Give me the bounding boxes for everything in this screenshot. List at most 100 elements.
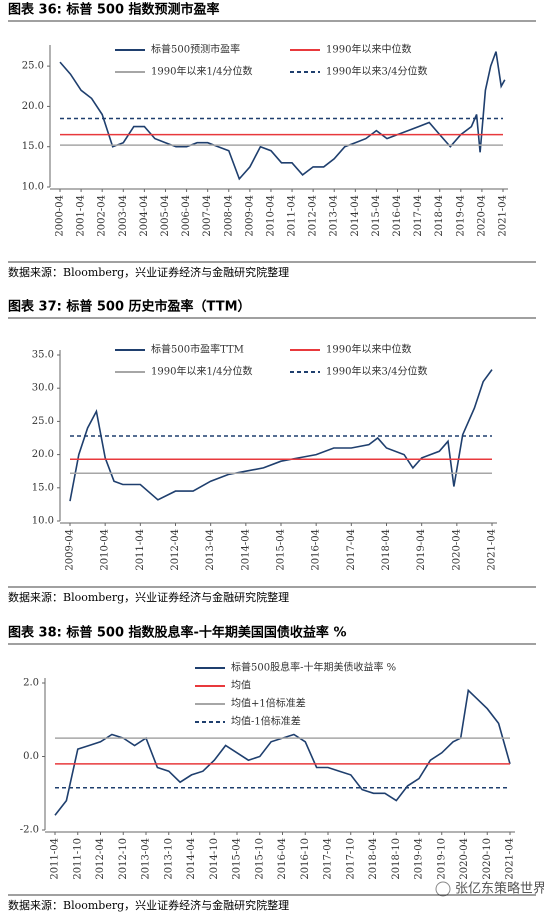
x-tick-label: 2019-04 xyxy=(455,195,466,237)
x-tick-label: 2017-04 xyxy=(346,529,357,571)
x-tick-label: 2014-04 xyxy=(186,838,197,880)
x-tick-label: 2018-10 xyxy=(391,838,402,880)
x-tick-label: 2012-04 xyxy=(170,529,181,571)
figure-title: 图表 36: 标普 500 指数预测市盈率 xyxy=(8,2,220,18)
x-tick-label: 2005-04 xyxy=(160,195,171,237)
y-tick-label: 25.0 xyxy=(22,61,44,72)
x-tick-label: 2017-10 xyxy=(345,838,356,880)
x-tick-label: 2020-04 xyxy=(476,195,487,237)
legend-bg xyxy=(112,64,277,80)
legend-label: 均值 xyxy=(231,679,251,692)
figure-title: 图表 37: 标普 500 历史市盈率（TTM） xyxy=(8,299,251,315)
x-tick-label: 2013-10 xyxy=(163,838,174,880)
x-tick-label: 2018-04 xyxy=(434,195,445,237)
legend-bg xyxy=(287,364,452,380)
x-tick-label: 2017-04 xyxy=(413,195,424,237)
data-line xyxy=(54,688,511,816)
x-tick-label: 2020-10 xyxy=(482,838,493,880)
x-tick-label: 2007-04 xyxy=(202,195,213,237)
y-tick-label: 2.0 xyxy=(23,678,39,689)
x-tick-label: 2011-04 xyxy=(135,529,146,571)
legend-bg xyxy=(192,678,357,694)
x-tick-label: 2021-04 xyxy=(487,529,498,571)
x-tick-label: 2019-04 xyxy=(416,529,427,571)
legend-label: 均值+1倍标准差 xyxy=(231,697,306,710)
x-tick-label: 2000-04 xyxy=(55,195,66,237)
source-note: 数据来源：Bloomberg，兴业证券经济与金融研究院整理 xyxy=(8,590,289,604)
x-tick-label: 2018-04 xyxy=(368,838,379,880)
legend-label: 1990年以来1/4分位数 xyxy=(151,365,253,378)
legend-label: 标普500股息率-十年期美债收益率 % xyxy=(231,661,396,674)
legend-label: 1990年以来中位数 xyxy=(326,43,411,56)
y-tick-label: 15.0 xyxy=(32,482,54,493)
y-tick-label: 35.0 xyxy=(32,350,54,361)
x-tick-label: 2014-04 xyxy=(350,195,361,237)
x-tick-label: 2003-04 xyxy=(118,195,129,237)
x-tick-label: 2018-04 xyxy=(381,529,392,571)
x-tick-label: 2013-04 xyxy=(141,838,152,880)
x-tick-label: 2009-04 xyxy=(244,195,255,237)
x-tick-label: 2010-04 xyxy=(265,195,276,237)
x-tick-label: 2020-04 xyxy=(459,838,470,880)
source-note: 数据来源：Bloomberg，兴业证券经济与金融研究院整理 xyxy=(8,265,289,279)
x-tick-label: 2012-10 xyxy=(118,838,129,880)
legend-bg xyxy=(192,660,357,676)
y-tick-label: 20.0 xyxy=(32,449,54,460)
x-tick-label: 2020-04 xyxy=(451,529,462,571)
legend-label: 标普500市盈率TTM xyxy=(151,343,244,356)
x-tick-label: 2010-04 xyxy=(100,529,111,571)
x-tick-label: 2015-04 xyxy=(371,195,382,237)
legend-label: 1990年以来1/4分位数 xyxy=(151,65,253,78)
legend-bg xyxy=(192,696,357,712)
x-tick-label: 2016-04 xyxy=(277,838,288,880)
x-tick-label: 2008-04 xyxy=(223,195,234,237)
x-tick-label: 2015-04 xyxy=(276,529,287,571)
legend-bg xyxy=(112,364,277,380)
y-tick-label: 10.0 xyxy=(32,516,54,527)
y-tick-label: 0.0 xyxy=(23,751,39,762)
y-tick-label: 25.0 xyxy=(32,416,54,427)
x-tick-label: 2006-04 xyxy=(181,195,192,237)
x-tick-label: 2015-10 xyxy=(254,838,265,880)
x-tick-label: 2011-04 xyxy=(287,195,298,237)
x-tick-label: 2019-04 xyxy=(414,838,425,880)
legend-label: 1990年以来3/4分位数 xyxy=(326,65,428,78)
x-tick-label: 2002-04 xyxy=(97,195,108,237)
legend-label: 1990年以来3/4分位数 xyxy=(326,365,428,378)
x-tick-label: 2012-04 xyxy=(308,195,319,237)
legend-bg xyxy=(192,714,357,730)
legend-bg xyxy=(287,342,452,358)
source-note: 数据来源：Bloomberg，兴业证券经济与金融研究院整理 xyxy=(8,898,289,912)
y-tick-label: 10.0 xyxy=(22,182,44,193)
x-tick-label: 2019-10 xyxy=(436,838,447,880)
x-tick-label: 2016-04 xyxy=(392,195,403,237)
legend-bg xyxy=(287,42,452,58)
figure-title: 图表 38: 标普 500 指数股息率-十年期美国国债收益率 % xyxy=(8,625,346,641)
x-tick-label: 2013-04 xyxy=(329,195,340,237)
x-tick-label: 2016-04 xyxy=(311,529,322,571)
y-tick-label: 30.0 xyxy=(32,383,54,394)
x-tick-label: 2013-04 xyxy=(205,529,216,571)
watermark: 张亿东策略世界 xyxy=(455,881,544,897)
data-line xyxy=(69,369,493,502)
y-tick-label: 20.0 xyxy=(22,101,44,112)
x-tick-label: 2015-04 xyxy=(232,838,243,880)
x-tick-label: 2017-04 xyxy=(323,838,334,880)
legend-label: 1990年以来中位数 xyxy=(326,343,411,356)
x-tick-label: 2011-04 xyxy=(50,838,61,880)
x-tick-label: 2014-04 xyxy=(240,529,251,571)
legend-bg xyxy=(112,342,277,358)
y-tick-label: 15.0 xyxy=(22,141,44,152)
watermark-icon xyxy=(435,881,451,897)
x-tick-label: 2021-04 xyxy=(498,195,509,237)
x-tick-label: 2009-04 xyxy=(65,529,76,571)
x-tick-label: 2016-10 xyxy=(300,838,311,880)
x-tick-label: 2012-04 xyxy=(95,838,106,880)
data-line xyxy=(59,51,506,181)
x-tick-label: 2011-10 xyxy=(72,838,83,880)
x-tick-label: 2014-10 xyxy=(209,838,220,880)
x-tick-label: 2021-04 xyxy=(505,838,516,880)
y-tick-label: -2.0 xyxy=(20,825,39,836)
legend-bg xyxy=(112,42,277,58)
